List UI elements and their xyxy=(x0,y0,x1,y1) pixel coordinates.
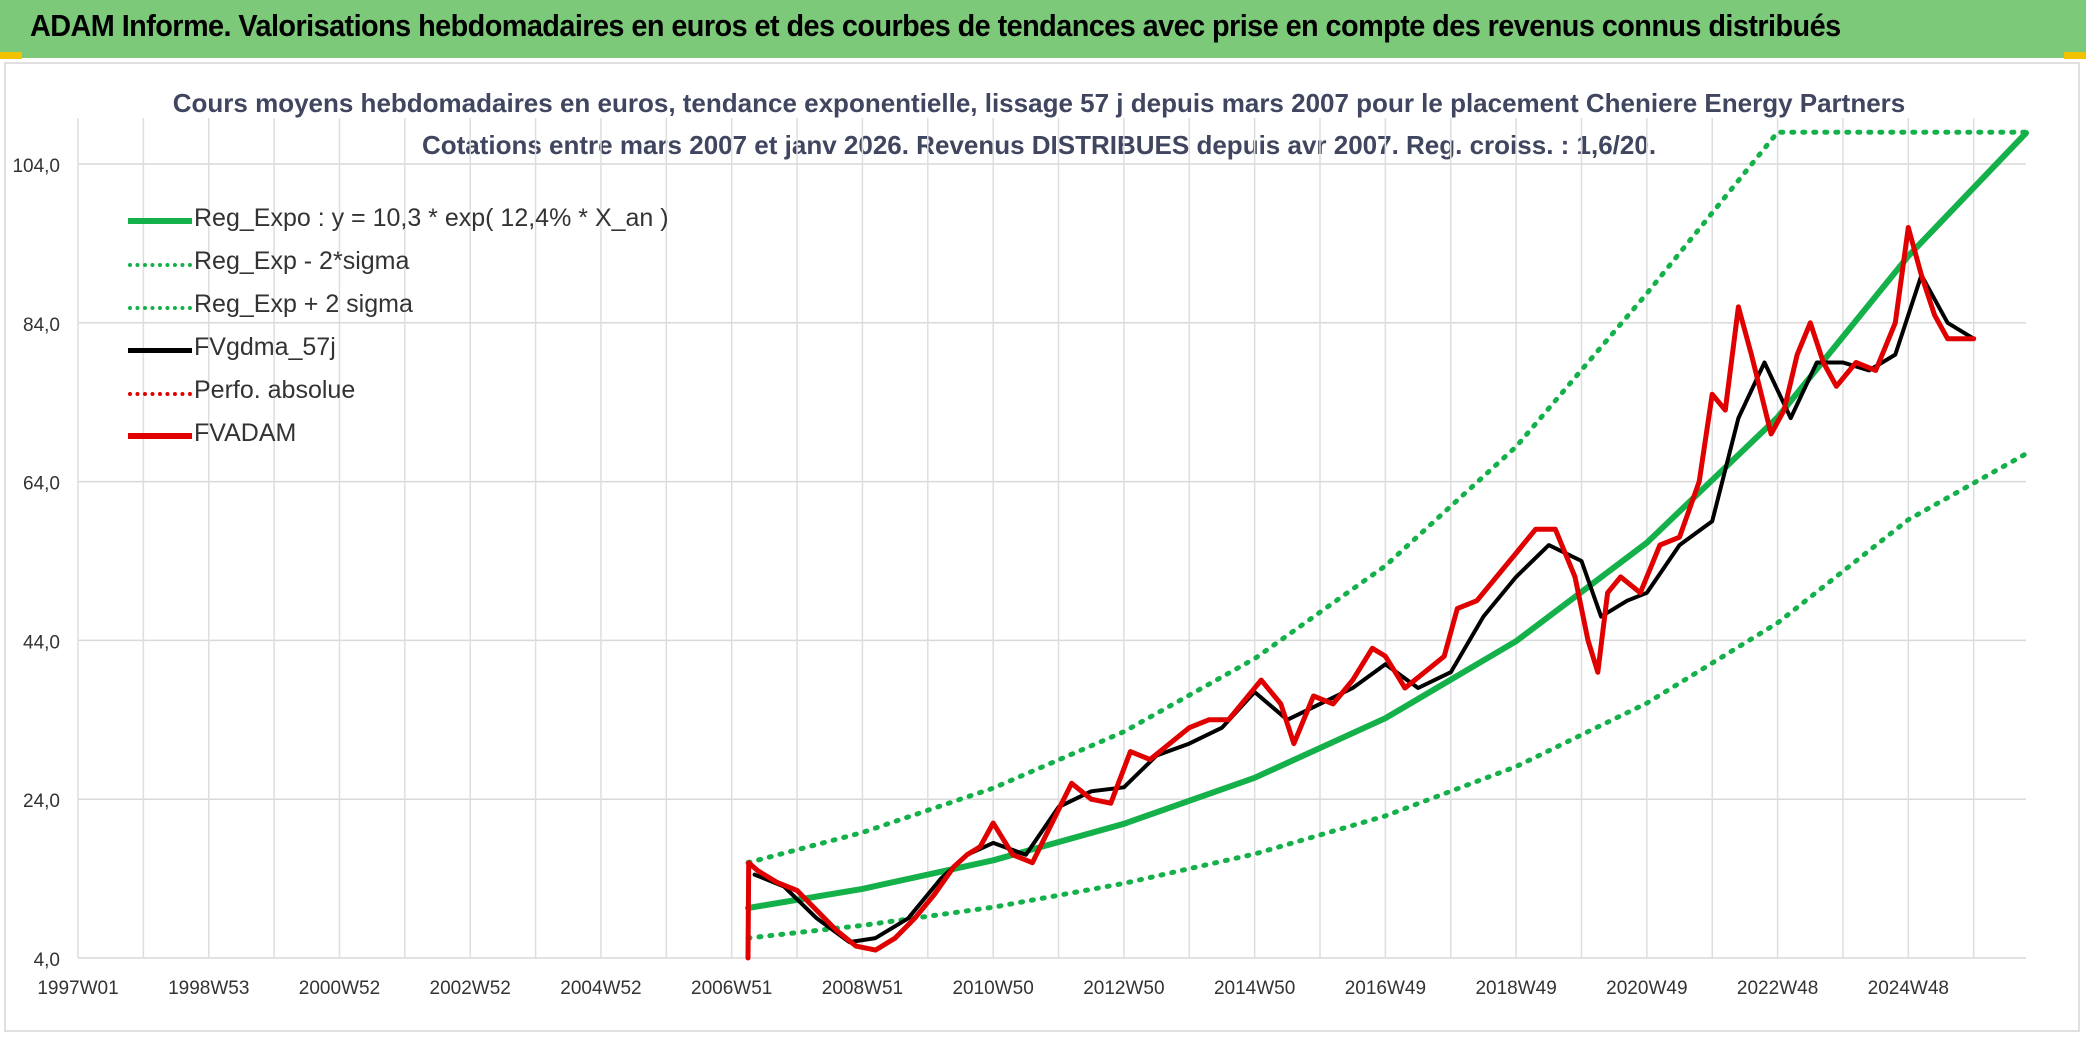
legend-swatch xyxy=(128,306,192,310)
chart-frame xyxy=(4,62,2080,1032)
x-tick-label: 2018W49 xyxy=(1475,978,1556,999)
legend-swatch xyxy=(128,348,192,353)
header-bar xyxy=(0,0,2086,58)
x-tick-label: 2012W50 xyxy=(1083,978,1164,999)
page-title: ADAM Informe. Valorisations hebdomadaire… xyxy=(30,8,1841,43)
x-axis-ticks: 1997W01 1998W53 2000W52 2002W52 2004W52 2006W… xyxy=(37,978,1949,999)
legend-swatch xyxy=(128,263,192,267)
y-tick-label: 84,0 xyxy=(23,315,60,336)
series-line-dotted-green xyxy=(745,129,2029,866)
y-tick-label: 44,0 xyxy=(23,632,60,653)
grid-lines xyxy=(77,118,2026,959)
accent-mark-left xyxy=(0,52,22,59)
legend-label: Reg_Expo : y = 10,3 * exp( 12,4% * X_an … xyxy=(194,204,669,232)
x-tick-label: 2014W50 xyxy=(1214,978,1295,999)
y-tick-label: 64,0 xyxy=(23,474,60,495)
chart-title: Cours moyens hebdomadaires en euros, ten… xyxy=(172,88,1906,118)
x-tick-label: 2010W50 xyxy=(952,978,1033,999)
legend-label: FVgdma_57j xyxy=(194,333,336,361)
x-tick-label: 2004W52 xyxy=(560,978,641,999)
legend-swatch xyxy=(128,433,192,439)
x-tick-label: 2002W52 xyxy=(430,978,511,999)
legend-label: Reg_Exp - 2*sigma xyxy=(194,247,410,275)
series-line-solid-green xyxy=(745,130,2029,911)
x-tick-label: 1997W01 xyxy=(37,978,118,999)
x-tick-label: 2016W49 xyxy=(1345,978,1426,999)
y-tick-label: 104,0 xyxy=(12,156,60,177)
legend-label: FVADAM xyxy=(194,419,297,447)
x-tick-label: 2000W52 xyxy=(299,978,380,999)
y-tick-label: 24,0 xyxy=(23,791,60,812)
x-tick-label: 2022W48 xyxy=(1737,978,1818,999)
legend-swatch xyxy=(128,392,192,396)
legend-label: Perfo. absolue xyxy=(194,376,356,404)
y-axis-ticks: 4,0 24,0 44,0 64,0 84,0 104,0 xyxy=(12,156,60,971)
x-tick-label: 2008W51 xyxy=(822,978,903,999)
x-tick-label: 2006W51 xyxy=(691,978,772,999)
x-tick-label: 1998W53 xyxy=(168,978,249,999)
x-tick-label: 2024W48 xyxy=(1868,978,1949,999)
legend-label: Reg_Exp + 2 sigma xyxy=(194,290,413,318)
series-line-dotted-green xyxy=(745,451,2029,941)
accent-mark-right xyxy=(2064,52,2086,59)
y-tick-label: 4,0 xyxy=(34,950,60,971)
series-layer xyxy=(745,129,2029,961)
legend-swatch xyxy=(128,218,192,224)
series-line-solid-red xyxy=(745,225,1977,961)
x-tick-label: 2020W49 xyxy=(1606,978,1687,999)
